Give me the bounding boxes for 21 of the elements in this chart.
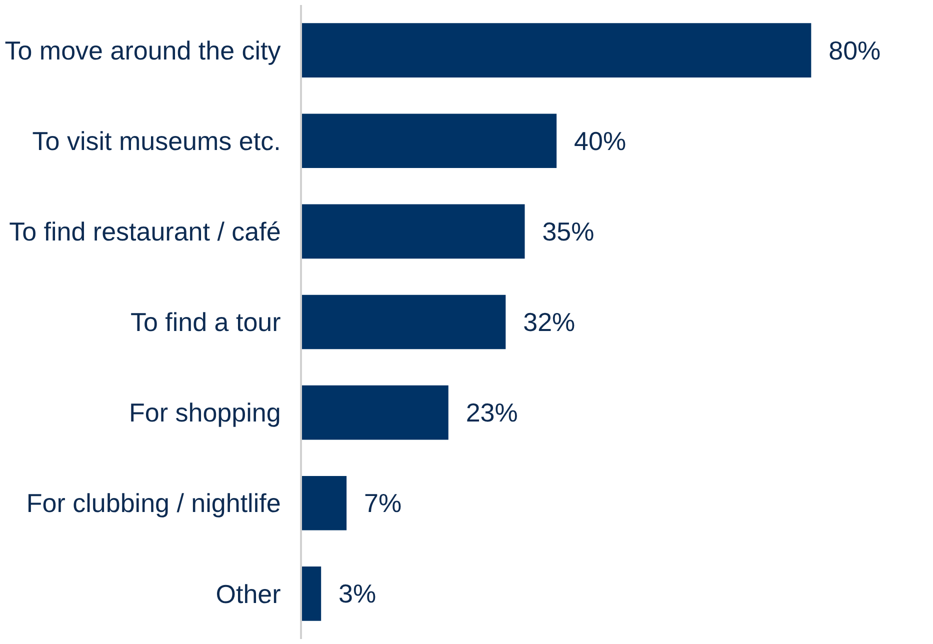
bar xyxy=(302,566,322,621)
y-tick-label: For clubbing / nightlife xyxy=(26,488,281,518)
bar xyxy=(302,476,347,530)
data-label: 35% xyxy=(528,216,594,246)
data-label: 32% xyxy=(508,307,576,337)
data-label: 80% xyxy=(814,35,881,66)
data-label: 40% xyxy=(560,126,626,156)
bar xyxy=(302,23,812,78)
y-tick-label: For shopping xyxy=(129,398,281,428)
bar xyxy=(302,204,525,259)
data-label: 3% xyxy=(324,578,376,609)
data-label: 7% xyxy=(350,488,402,518)
bar xyxy=(302,385,448,440)
y-tick-label: To find a tour xyxy=(130,307,282,338)
data-label: 23% xyxy=(451,398,518,428)
bar xyxy=(302,294,506,350)
y-tick-label: To visit museums etc. xyxy=(32,126,281,156)
y-tick-label: To move around the city xyxy=(4,35,281,66)
bar xyxy=(302,114,557,168)
y-tick-label: To find restaurant / café xyxy=(9,216,281,247)
y-tick-label: Other xyxy=(216,578,282,609)
